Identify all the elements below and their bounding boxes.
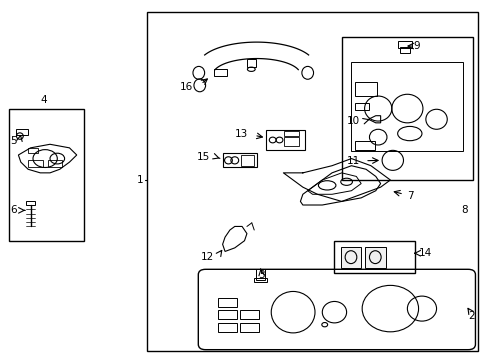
Bar bbox=[214, 69, 226, 76]
Text: 2: 2 bbox=[468, 311, 474, 321]
Bar bbox=[28, 148, 38, 153]
Text: 4: 4 bbox=[41, 95, 47, 105]
Bar bbox=[9, 109, 84, 241]
Bar bbox=[240, 155, 254, 166]
Bar bbox=[341, 37, 472, 180]
Bar bbox=[254, 278, 266, 282]
Bar bbox=[284, 137, 298, 146]
Bar bbox=[334, 241, 414, 273]
Bar bbox=[217, 323, 237, 332]
Text: 7: 7 bbox=[407, 191, 413, 201]
Bar bbox=[16, 129, 28, 135]
Text: 1: 1 bbox=[136, 175, 143, 185]
Bar bbox=[217, 310, 237, 319]
Bar bbox=[351, 62, 462, 152]
Bar bbox=[355, 103, 368, 111]
Bar bbox=[239, 310, 259, 319]
Bar bbox=[26, 201, 35, 205]
Bar bbox=[266, 130, 305, 150]
Text: 8: 8 bbox=[460, 205, 467, 215]
Text: 11: 11 bbox=[346, 157, 359, 166]
Text: 5: 5 bbox=[10, 136, 17, 146]
Bar bbox=[222, 153, 256, 167]
Bar bbox=[246, 59, 255, 67]
Bar bbox=[256, 269, 264, 280]
Text: 12: 12 bbox=[201, 252, 214, 262]
Text: 16: 16 bbox=[180, 82, 193, 92]
Bar bbox=[239, 323, 259, 332]
Bar bbox=[47, 160, 62, 167]
Bar bbox=[217, 298, 237, 307]
Text: 15: 15 bbox=[197, 152, 210, 162]
Bar bbox=[365, 247, 385, 267]
Text: 6: 6 bbox=[10, 205, 17, 215]
Text: 10: 10 bbox=[346, 116, 359, 126]
Text: 9: 9 bbox=[412, 41, 419, 51]
Text: 13: 13 bbox=[235, 129, 248, 139]
Text: 3: 3 bbox=[258, 270, 264, 280]
Bar bbox=[340, 247, 361, 267]
Bar bbox=[28, 160, 42, 167]
Bar bbox=[399, 47, 409, 53]
Bar bbox=[397, 41, 411, 48]
Bar bbox=[284, 131, 298, 136]
Bar bbox=[355, 141, 374, 150]
Text: 14: 14 bbox=[418, 248, 431, 258]
Bar bbox=[147, 12, 477, 351]
Bar bbox=[355, 82, 376, 96]
